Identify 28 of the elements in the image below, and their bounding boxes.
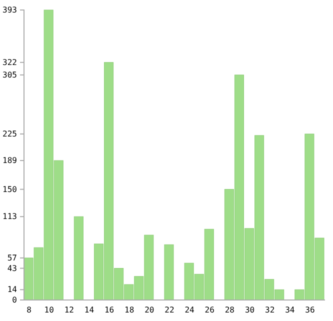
x-tick-label: 26 <box>204 306 215 315</box>
x-tick-label: 30 <box>244 306 255 315</box>
x-tick-label: 36 <box>305 306 315 315</box>
y-tick-label: 189 <box>2 156 18 166</box>
bar <box>164 244 174 300</box>
y-tick-label: 113 <box>2 212 18 222</box>
y-tick-label: 305 <box>2 70 18 80</box>
x-tick-label: 14 <box>84 306 94 315</box>
x-tick-label: 34 <box>285 306 295 315</box>
x-tick-label: 18 <box>124 306 134 315</box>
y-tick-label: 322 <box>2 58 18 67</box>
y-tick-label: 0 <box>12 296 18 305</box>
x-tick-label: 20 <box>144 306 154 315</box>
x-tick-label: 32 <box>264 306 275 315</box>
x-tick-label: 10 <box>44 306 54 315</box>
x-tick-label: 16 <box>104 306 114 315</box>
y-tick-label: 57 <box>7 254 18 262</box>
x-tick-label: 8 <box>26 306 32 315</box>
x-tick-label: 28 <box>224 306 235 315</box>
x-tick-label: 12 <box>64 306 74 315</box>
bar <box>74 216 84 300</box>
x-tick-label: 24 <box>184 306 195 315</box>
y-tick-label: 393 <box>2 6 18 15</box>
y-tick-label: 150 <box>2 184 18 194</box>
y-tick-label: 43 <box>7 264 18 273</box>
x-tick-label: 22 <box>164 306 174 315</box>
y-tick-label: 225 <box>2 130 18 139</box>
y-tick-label: 14 <box>7 285 18 294</box>
